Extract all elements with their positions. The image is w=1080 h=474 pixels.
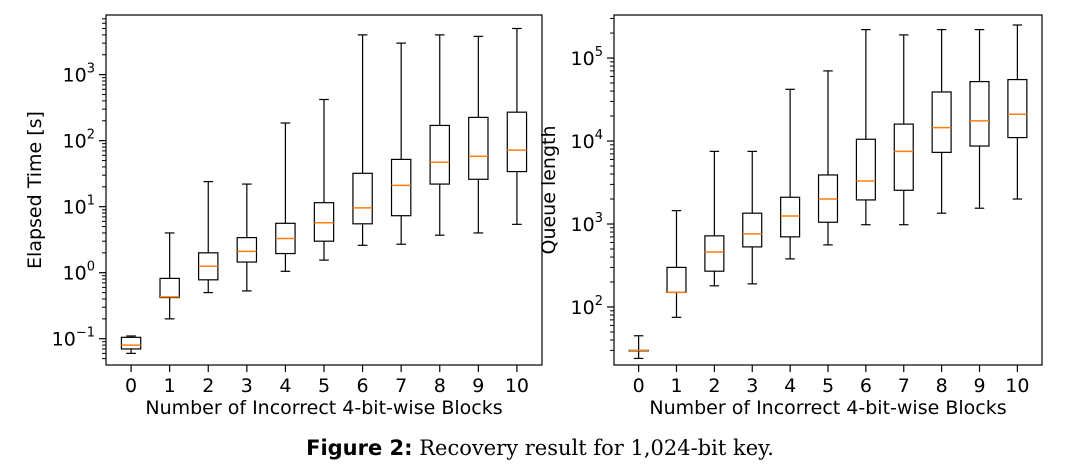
- box: [468, 116, 489, 180]
- box: [931, 91, 952, 153]
- y-tick-label: 10−1: [52, 326, 95, 351]
- x-axis-label: Number of Incorrect 4-bit-wise Blocks: [649, 397, 1006, 419]
- box: [352, 172, 373, 225]
- y-tick-label: 105: [571, 45, 603, 70]
- x-tick-label: 0: [125, 375, 137, 397]
- x-tick-label: 4: [784, 375, 796, 397]
- x-tick-label: 8: [936, 375, 948, 397]
- y-tick-exponent: 0: [87, 260, 95, 275]
- y-tick-exponent: 3: [595, 211, 603, 226]
- x-tick-label: 3: [746, 375, 758, 397]
- y-tick-exponent: −1: [76, 326, 95, 341]
- x-tick-label: 3: [241, 375, 253, 397]
- x-tick-label: 6: [357, 375, 369, 397]
- box: [666, 266, 687, 293]
- y-tick-base: 10: [571, 297, 595, 319]
- box: [390, 158, 412, 217]
- x-axis-label: Number of Incorrect 4-bit-wise Blocks: [145, 397, 502, 419]
- y-tick-label: 102: [571, 294, 603, 319]
- x-tick-label: 7: [395, 375, 407, 397]
- x-tick-label: 8: [434, 375, 446, 397]
- y-tick-label: 101: [63, 194, 95, 219]
- x-tick-label: 9: [973, 375, 985, 397]
- figure-caption: Figure 2: Recovery result for 1,024-bit …: [0, 436, 1080, 460]
- box: [855, 138, 876, 201]
- box: [236, 237, 258, 263]
- y-tick-base: 10: [63, 263, 87, 285]
- y-tick-base: 10: [52, 329, 76, 351]
- x-tick-label: 9: [472, 375, 484, 397]
- y-tick-label: 104: [571, 128, 603, 153]
- y-tick-label: 103: [571, 211, 603, 236]
- box: [893, 123, 914, 191]
- box: [429, 124, 450, 185]
- box: [120, 336, 142, 350]
- y-tick-base: 10: [571, 131, 595, 153]
- y-tick-base: 10: [571, 48, 595, 70]
- box: [159, 277, 180, 299]
- x-tick-label: 1: [670, 375, 682, 397]
- y-tick-exponent: 3: [87, 62, 95, 77]
- x-tick-label: 5: [318, 375, 330, 397]
- y-tick-label: 103: [63, 62, 95, 87]
- box: [742, 212, 763, 248]
- y-axis-label: Queue length: [538, 125, 560, 254]
- box: [780, 196, 801, 238]
- y-tick-exponent: 2: [595, 294, 603, 309]
- x-tick-label: 10: [1005, 375, 1029, 397]
- y-tick-base: 10: [571, 214, 595, 236]
- y-tick-base: 10: [63, 131, 87, 153]
- y-tick-exponent: 2: [87, 128, 95, 143]
- x-tick-label: 1: [164, 375, 176, 397]
- y-axis-label: Elapsed Time [s]: [24, 111, 46, 269]
- x-tick-label: 10: [505, 375, 529, 397]
- y-tick-label: 100: [63, 260, 95, 285]
- x-tick-label: 7: [898, 375, 910, 397]
- box: [1007, 78, 1028, 139]
- x-tick-label: 0: [633, 375, 645, 397]
- y-tick-exponent: 5: [595, 45, 603, 60]
- box: [506, 111, 528, 173]
- x-tick-label: 6: [860, 375, 872, 397]
- plot-frame: [105, 14, 543, 366]
- y-tick-label: 102: [63, 128, 95, 153]
- x-tick-label: 5: [822, 375, 834, 397]
- x-tick-label: 2: [202, 375, 214, 397]
- x-tick-label: 2: [708, 375, 720, 397]
- x-tick-label: 4: [279, 375, 291, 397]
- box: [313, 202, 335, 242]
- y-tick-base: 10: [63, 65, 87, 87]
- y-tick-exponent: 4: [595, 128, 603, 143]
- y-tick-base: 10: [63, 197, 87, 219]
- box: [704, 235, 725, 272]
- caption-label: Figure 2:: [306, 436, 413, 460]
- y-tick-exponent: 1: [87, 194, 95, 209]
- caption-text: Recovery result for 1,024-bit key.: [412, 436, 774, 460]
- plot-frame: [613, 14, 1043, 366]
- box: [969, 80, 990, 147]
